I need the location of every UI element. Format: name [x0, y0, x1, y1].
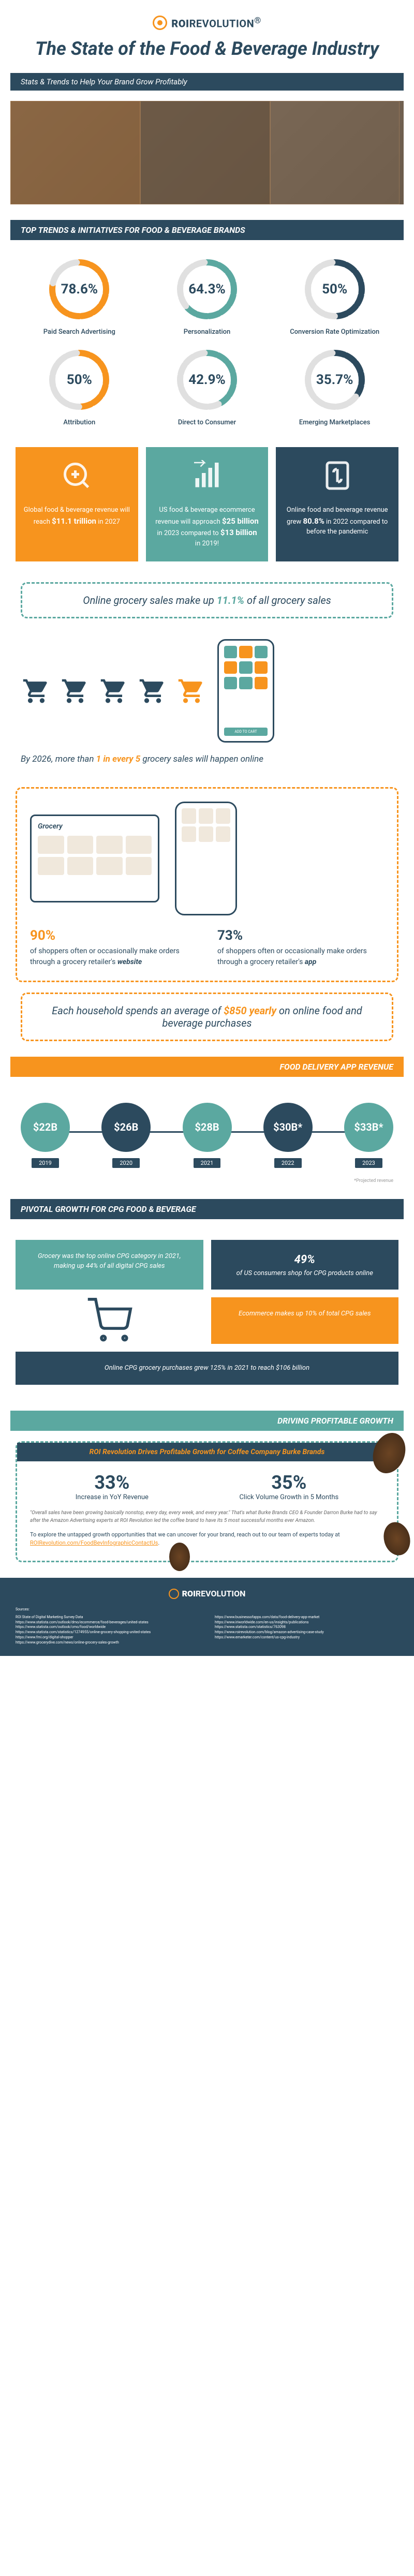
- coffee-case-study: ROI Revolution Drives Profitable Growth …: [16, 1441, 398, 1562]
- cart-icon: [21, 677, 52, 705]
- stat-box-0: Global food & beverage revenue will reac…: [16, 447, 138, 561]
- cart-icon: [176, 677, 207, 705]
- stat-box-1: US food & beverage ecommerce revenue wil…: [146, 447, 269, 561]
- donut-paid-search-advertising: 78.6% Paid Search Advertising: [21, 256, 138, 336]
- source-link[interactable]: https://www.businessofapps.com/data/food…: [215, 1615, 398, 1620]
- donut-personalization: 64.3% Personalization: [149, 256, 266, 336]
- logo-text: ROIREVOLUTION®: [171, 16, 261, 30]
- cart-icon: [137, 677, 168, 705]
- coffee-title: ROI Revolution Drives Profitable Growth …: [17, 1443, 397, 1461]
- callout-grocery-share: Online grocery sales make up 11.1% of al…: [21, 582, 393, 618]
- timeline-bubble-2022: $30B* 2022: [263, 1103, 313, 1168]
- stat-icon: [284, 460, 391, 497]
- section-growth-header: DRIVING PROFITABLE GROWTH: [10, 1411, 404, 1431]
- footer-logo: ROIREVOLUTION: [16, 1588, 398, 1600]
- stat-icon: [154, 460, 261, 497]
- section-delivery-header: FOOD DELIVERY APP REVENUE: [10, 1057, 404, 1077]
- donut-direct-to-consumer: 42.9% Direct to Consumer: [149, 346, 266, 426]
- coffee-bean-icon: [380, 1519, 413, 1558]
- stat-app: 73% of shoppers often or occasionally ma…: [217, 926, 384, 968]
- logo: ROIREVOLUTION®: [10, 16, 404, 30]
- coffee-cta: To explore the untapped growth opportuni…: [30, 1531, 384, 1548]
- subtitle: Stats & Trends to Help Your Brand Grow P…: [10, 73, 404, 91]
- source-link[interactable]: https://www.statista.com/outlook/dmo/eco…: [16, 1620, 199, 1625]
- cpg-box-3: Ecommerce makes up 10% of total CPG sale…: [211, 1297, 399, 1344]
- timeline: $22B 2019 $26B 2020 $28B 2021 $30B* 2022…: [0, 1087, 414, 1178]
- cart-icon: [98, 677, 129, 705]
- timeline-bubble-2021: $28B 2021: [183, 1103, 232, 1168]
- section-trends-header: TOP TRENDS & INITIATIVES FOR FOOD & BEVE…: [10, 220, 404, 240]
- phone-mockup: ADD TO CART: [217, 639, 274, 743]
- callout-spend: Each household spends an average of $850…: [21, 993, 393, 1041]
- donut-emerging-marketplaces: 35.7% Emerging Marketplaces: [276, 346, 393, 426]
- donut-grid: 78.6% Paid Search Advertising 64.3% Pers…: [0, 250, 414, 432]
- source-link[interactable]: https://www.statista.com/outlook/cmo/foo…: [16, 1625, 199, 1630]
- stat-box-2: Online food and beverage revenue grew 80…: [276, 447, 398, 561]
- source-link[interactable]: https://www.iriworldwide.com/en-us/insig…: [215, 1620, 398, 1625]
- grocery-forecast: ADD TO CART: [0, 629, 414, 753]
- source-link[interactable]: https://www.roirevolution.com/blog/amazo…: [215, 1630, 398, 1635]
- source-link[interactable]: https://www.statista.com/statistics/7630…: [215, 1625, 398, 1630]
- cart-icon: [60, 677, 91, 705]
- donut-attribution: 50% Attribution: [21, 346, 138, 426]
- cpg-grid: Grocery was the top online CPG category …: [0, 1230, 414, 1395]
- coffee-stat-revenue: 33%Increase in YoY Revenue: [76, 1472, 149, 1501]
- source-link[interactable]: ROI State of Digital Marketing Survey Da…: [16, 1615, 199, 1620]
- page-title: The State of the Food & Beverage Industr…: [10, 38, 404, 60]
- cpg-box-1: Grocery was the top online CPG category …: [16, 1240, 203, 1290]
- coffee-quote: "Overall sales have been growing basical…: [30, 1509, 384, 1524]
- header: ROIREVOLUTION® The State of the Food & B…: [0, 0, 414, 73]
- coffee-bean-icon: [169, 1543, 190, 1571]
- cpg-box-2: 49%of US consumers shop for CPG products…: [211, 1240, 399, 1290]
- donut-conversion-rate-optimization: 50% Conversion Rate Optimization: [276, 256, 393, 336]
- coffee-bean-icon: [367, 1428, 411, 1478]
- source-link[interactable]: https://www.grocerydive.com/news/online-…: [16, 1640, 199, 1646]
- stat-icon: [23, 460, 130, 497]
- source-link[interactable]: https://www.fmi.org/digital-shopper: [16, 1635, 199, 1640]
- timeline-bubble-2019: $22B 2019: [21, 1103, 70, 1168]
- shopper-section: Grocery 90% of shoppers often or occasio…: [16, 787, 398, 982]
- stat-boxes: Global food & beverage revenue will reac…: [5, 437, 409, 572]
- cpg-box-4: Online CPG grocery purchases grew 125% i…: [16, 1352, 398, 1385]
- source-link[interactable]: https://www.statista.com/statistics/1274…: [16, 1630, 199, 1635]
- phone-mockup-2: [175, 802, 237, 915]
- cta-link[interactable]: ROIRevolution.com/FoodBevInfographicCont…: [30, 1539, 158, 1546]
- footer: ROIREVOLUTION Sources: ROI State of Digi…: [0, 1578, 414, 1656]
- section-cpg-header: PIVOTAL GROWTH FOR CPG FOOD & BEVERAGE: [10, 1199, 404, 1219]
- source-link[interactable]: https://www.emarketer.com/content/us-cpg…: [215, 1635, 398, 1640]
- grocery-text: By 2026, more than 1 in every 5 grocery …: [0, 753, 414, 777]
- stat-website: 90% of shoppers often or occasionally ma…: [30, 926, 197, 968]
- timeline-bubble-2020: $26B 2020: [101, 1103, 151, 1168]
- hero-image: [10, 101, 404, 204]
- cart-icons: [21, 677, 207, 705]
- timeline-note: *Projected revenue: [0, 1178, 414, 1183]
- logo-icon: [153, 16, 167, 30]
- desktop-mockup: Grocery: [30, 815, 159, 902]
- coffee-stat-clicks: 35%Click Volume Growth in 5 Months: [239, 1472, 338, 1501]
- timeline-bubble-2023: $33B* 2023: [344, 1103, 393, 1168]
- cart-large-icon: [16, 1297, 203, 1344]
